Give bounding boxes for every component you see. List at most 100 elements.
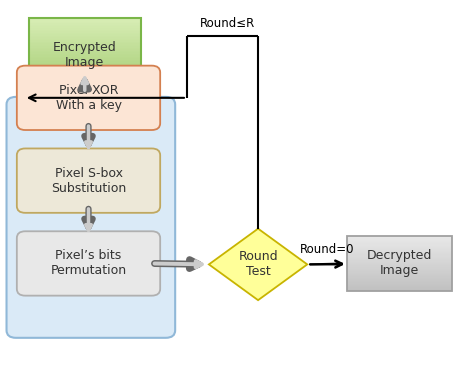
- Bar: [347, 244, 453, 246]
- Bar: [347, 241, 453, 243]
- Bar: [347, 275, 453, 277]
- Bar: [28, 74, 141, 76]
- Bar: [28, 78, 141, 79]
- Bar: [347, 240, 453, 242]
- Bar: [347, 263, 453, 265]
- Bar: [347, 265, 453, 267]
- Bar: [347, 247, 453, 248]
- FancyBboxPatch shape: [17, 149, 160, 213]
- Bar: [28, 48, 141, 49]
- Bar: [347, 272, 453, 273]
- Bar: [347, 237, 453, 238]
- Bar: [28, 87, 141, 89]
- Text: Pixel S-box
Substitution: Pixel S-box Substitution: [51, 167, 126, 195]
- Bar: [347, 282, 453, 283]
- Bar: [347, 254, 453, 256]
- Bar: [28, 55, 141, 57]
- Bar: [28, 66, 141, 68]
- Bar: [347, 283, 453, 284]
- Bar: [347, 264, 453, 265]
- Bar: [347, 238, 453, 240]
- Bar: [347, 276, 453, 278]
- Bar: [28, 50, 141, 52]
- Bar: [28, 18, 141, 93]
- Bar: [28, 40, 141, 42]
- Bar: [28, 52, 141, 54]
- Bar: [28, 53, 141, 55]
- Bar: [28, 82, 141, 84]
- Bar: [347, 280, 453, 281]
- Bar: [28, 28, 141, 30]
- Bar: [347, 259, 453, 260]
- FancyBboxPatch shape: [17, 231, 160, 296]
- Bar: [347, 250, 453, 251]
- Bar: [28, 32, 141, 34]
- Text: Encrypted
Image: Encrypted Image: [53, 42, 117, 70]
- Bar: [28, 67, 141, 69]
- Bar: [347, 289, 453, 291]
- Bar: [28, 64, 141, 66]
- Text: Decrypted
Image: Decrypted Image: [367, 249, 432, 277]
- Bar: [28, 26, 141, 28]
- Bar: [28, 84, 141, 86]
- Bar: [28, 36, 141, 37]
- Bar: [347, 274, 453, 275]
- Bar: [28, 63, 141, 65]
- Bar: [28, 19, 141, 21]
- Bar: [28, 31, 141, 33]
- Bar: [347, 271, 453, 272]
- Bar: [347, 273, 453, 274]
- Bar: [28, 72, 141, 74]
- Bar: [347, 284, 453, 285]
- Bar: [347, 286, 453, 288]
- Bar: [28, 43, 141, 45]
- Bar: [28, 18, 141, 19]
- FancyBboxPatch shape: [7, 97, 175, 338]
- Bar: [347, 236, 453, 291]
- Bar: [28, 23, 141, 25]
- Bar: [28, 79, 141, 81]
- Bar: [347, 236, 453, 237]
- Bar: [28, 22, 141, 24]
- Bar: [28, 73, 141, 75]
- Bar: [28, 45, 141, 47]
- Bar: [28, 91, 141, 93]
- Bar: [347, 269, 453, 270]
- Bar: [28, 37, 141, 39]
- Text: Pixel XOR
With a key: Pixel XOR With a key: [55, 84, 121, 112]
- Bar: [347, 257, 453, 259]
- Bar: [28, 34, 141, 36]
- Bar: [28, 39, 141, 40]
- Bar: [28, 21, 141, 23]
- Bar: [28, 25, 141, 27]
- Bar: [347, 280, 453, 282]
- Text: Round
Test: Round Test: [238, 251, 278, 278]
- Bar: [28, 60, 141, 62]
- Bar: [347, 248, 453, 249]
- Bar: [28, 61, 141, 63]
- Bar: [28, 76, 141, 78]
- FancyBboxPatch shape: [17, 66, 160, 130]
- Bar: [28, 88, 141, 90]
- Bar: [28, 42, 141, 44]
- Bar: [347, 246, 453, 247]
- Bar: [28, 29, 141, 31]
- Bar: [347, 242, 453, 244]
- Bar: [28, 57, 141, 58]
- Bar: [28, 49, 141, 51]
- Bar: [347, 285, 453, 286]
- Bar: [347, 251, 453, 253]
- Bar: [347, 288, 453, 290]
- Bar: [347, 256, 453, 257]
- Bar: [347, 239, 453, 241]
- Bar: [347, 287, 453, 288]
- Bar: [28, 81, 141, 83]
- Bar: [347, 249, 453, 250]
- Bar: [347, 270, 453, 271]
- Bar: [28, 70, 141, 72]
- Bar: [347, 261, 453, 262]
- Bar: [347, 262, 453, 264]
- Bar: [347, 252, 453, 254]
- Bar: [347, 278, 453, 280]
- Bar: [28, 58, 141, 60]
